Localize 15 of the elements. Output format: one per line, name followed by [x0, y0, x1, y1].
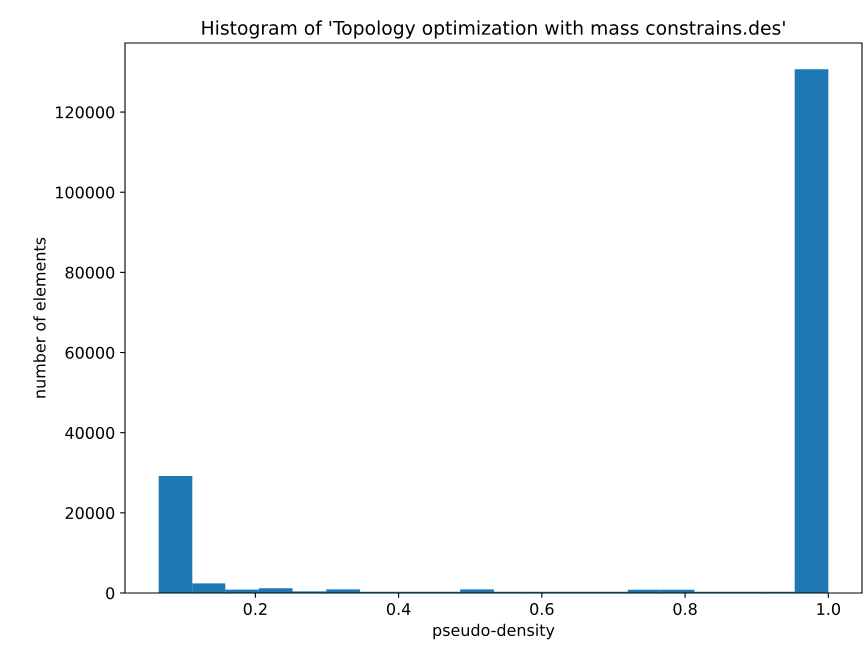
y-tick-label: 60000 — [66, 346, 114, 359]
x-tick-label: 0.2 — [244, 603, 266, 616]
y-tick-label: 100000 — [56, 186, 114, 199]
x-tick-label: 0.8 — [673, 603, 697, 616]
x-tick-label: 0.6 — [530, 603, 554, 616]
y-tick-label: 80000 — [66, 266, 114, 279]
chart-title: Histogram of 'Topology optimization with mass constrains.des' — [202, 20, 785, 39]
x-tick-label: 1.0 — [817, 603, 840, 616]
x-tick-label: 0.4 — [386, 603, 410, 616]
y-axis-title: number of elements — [33, 238, 46, 398]
y-tick-label: 20000 — [66, 507, 114, 520]
y-tick-label: 0 — [106, 587, 114, 600]
y-tick-label: 40000 — [65, 426, 114, 439]
y-tick-label: 120000 — [56, 106, 114, 118]
x-axis-title: pseudo-density — [433, 624, 554, 640]
